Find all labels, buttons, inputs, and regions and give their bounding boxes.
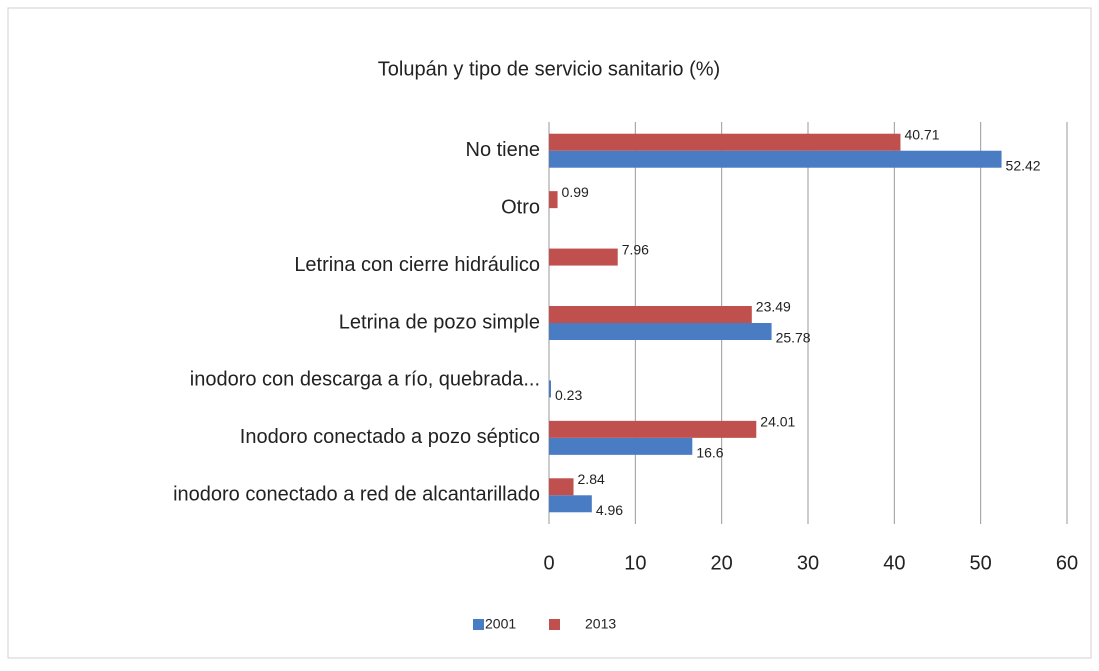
bar [549,478,574,496]
bar [549,150,1002,168]
bar [549,323,772,340]
y-tick-label: Inodoro conectado a pozo séptico [240,426,540,448]
data-label: 0.99 [562,184,589,200]
y-tick-label: Otro [501,196,540,218]
bar [549,420,757,438]
chart-title: Tolupán y tipo de servicio sanitario (%) [378,58,720,80]
bar [549,248,618,266]
data-label: 0.23 [555,387,582,403]
data-label: 2.84 [578,471,605,487]
bar [549,437,693,455]
data-label: 4.96 [596,502,623,518]
data-label: 7.96 [622,241,649,257]
legend-label: 2013 [585,616,616,632]
legend-swatch [473,619,484,630]
y-tick-label: inodoro con descarga a río, quebrada... [190,369,540,391]
legend-swatch [549,619,560,630]
bar [549,191,558,209]
data-label: 23.49 [756,299,791,315]
bar [549,306,752,323]
x-tick-label: 10 [624,552,646,574]
data-label: 40.71 [904,126,939,142]
x-tick-label: 30 [797,552,819,574]
data-label: 16.6 [696,445,723,461]
y-tick-label: inodoro conectado a red de alcantarillad… [173,484,540,506]
y-tick-label: No tiene [466,139,541,161]
x-tick-label: 0 [543,552,554,574]
x-tick-label: 60 [1056,552,1078,574]
data-label: 25.78 [776,330,811,346]
x-tick-label: 40 [883,552,905,574]
x-tick-label: 50 [970,552,992,574]
y-tick-label: Letrina con cierre hidráulico [294,254,540,276]
data-label: 52.42 [1006,157,1041,173]
bar [549,133,901,151]
bar [549,495,592,513]
data-label: 24.01 [760,414,795,430]
legend-label: 2001 [485,616,516,632]
x-tick-label: 20 [711,552,733,574]
bar [549,380,551,398]
y-tick-label: Letrina de pozo simple [339,311,540,333]
